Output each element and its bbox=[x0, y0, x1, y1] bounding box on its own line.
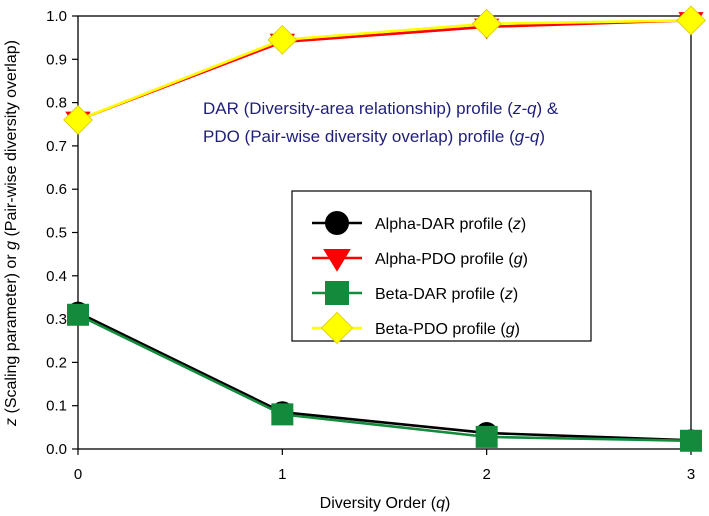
y-tick-label: 0.0 bbox=[46, 441, 67, 458]
legend-marker bbox=[325, 211, 349, 235]
legend-label: Alpha-DAR profile (z) bbox=[375, 216, 526, 233]
legend: Alpha-DAR profile (z) Alpha-PDO profile (… bbox=[291, 190, 592, 345]
y-tick-label: 0.6 bbox=[46, 181, 67, 198]
data-point bbox=[63, 105, 93, 135]
y-tick-label: 0.5 bbox=[46, 225, 67, 242]
series-layer bbox=[63, 5, 706, 452]
series-line bbox=[77, 313, 692, 443]
x-tick-label: 0 bbox=[74, 466, 82, 483]
data-point bbox=[680, 429, 702, 452]
series-square bbox=[67, 303, 702, 452]
annotation-line-1: DAR (Diversity-area relationship) profil… bbox=[203, 99, 559, 118]
y-tick-label: 0.9 bbox=[46, 51, 67, 68]
x-axis-label: Diversity Order (q) bbox=[320, 495, 451, 512]
legend-marker bbox=[320, 311, 354, 345]
legend-entry: Alpha-PDO profile (g) bbox=[312, 249, 528, 272]
legend-marker bbox=[325, 281, 349, 305]
y-axis-label: z (Scaling parameter) or g (Pair-wise di… bbox=[3, 40, 20, 427]
y-tick-label: 1.0 bbox=[46, 8, 67, 25]
legend-label: Beta-DAR profile (z) bbox=[375, 286, 518, 303]
axes: 0.0 0.1 0.2 0.3 0.4 0.5 0.6 0.7 0.8 0.9 1.0 0 1 2 3 bbox=[46, 8, 695, 483]
y-tick-label: 0.1 bbox=[46, 398, 67, 415]
data-point bbox=[475, 425, 498, 448]
data-point bbox=[271, 403, 294, 426]
legend-label: Alpha-PDO profile (g) bbox=[375, 251, 528, 268]
series-line bbox=[77, 19, 692, 122]
data-point bbox=[676, 5, 706, 36]
legend-label: Beta-PDO profile (g) bbox=[375, 321, 520, 338]
series-line bbox=[77, 311, 692, 442]
y-tick-label: 0.3 bbox=[46, 311, 67, 328]
y-tick-label: 0.8 bbox=[46, 95, 67, 112]
data-point bbox=[267, 24, 298, 55]
x-tick-label: 1 bbox=[278, 466, 286, 483]
y-tick-label: 0.2 bbox=[46, 354, 67, 371]
legend-entry: Beta-PDO profile (g) bbox=[312, 311, 520, 345]
legend-entry: Alpha-DAR profile (z) bbox=[312, 211, 526, 235]
y-tick-label: 0.7 bbox=[46, 138, 67, 155]
data-point bbox=[471, 8, 502, 39]
series-diamond bbox=[63, 5, 706, 135]
y-tick-label: 0.4 bbox=[46, 268, 67, 285]
annotation-line-2: PDO (Pair-wise diversity overlap) profil… bbox=[203, 127, 545, 146]
x-tick-label: 3 bbox=[687, 466, 695, 483]
data-point bbox=[67, 303, 89, 326]
legend-entry: Beta-DAR profile (z) bbox=[312, 281, 518, 305]
x-tick-label: 2 bbox=[482, 466, 490, 483]
annotation: DAR (Diversity-area relationship) profil… bbox=[203, 99, 559, 146]
legend-marker bbox=[323, 249, 351, 272]
